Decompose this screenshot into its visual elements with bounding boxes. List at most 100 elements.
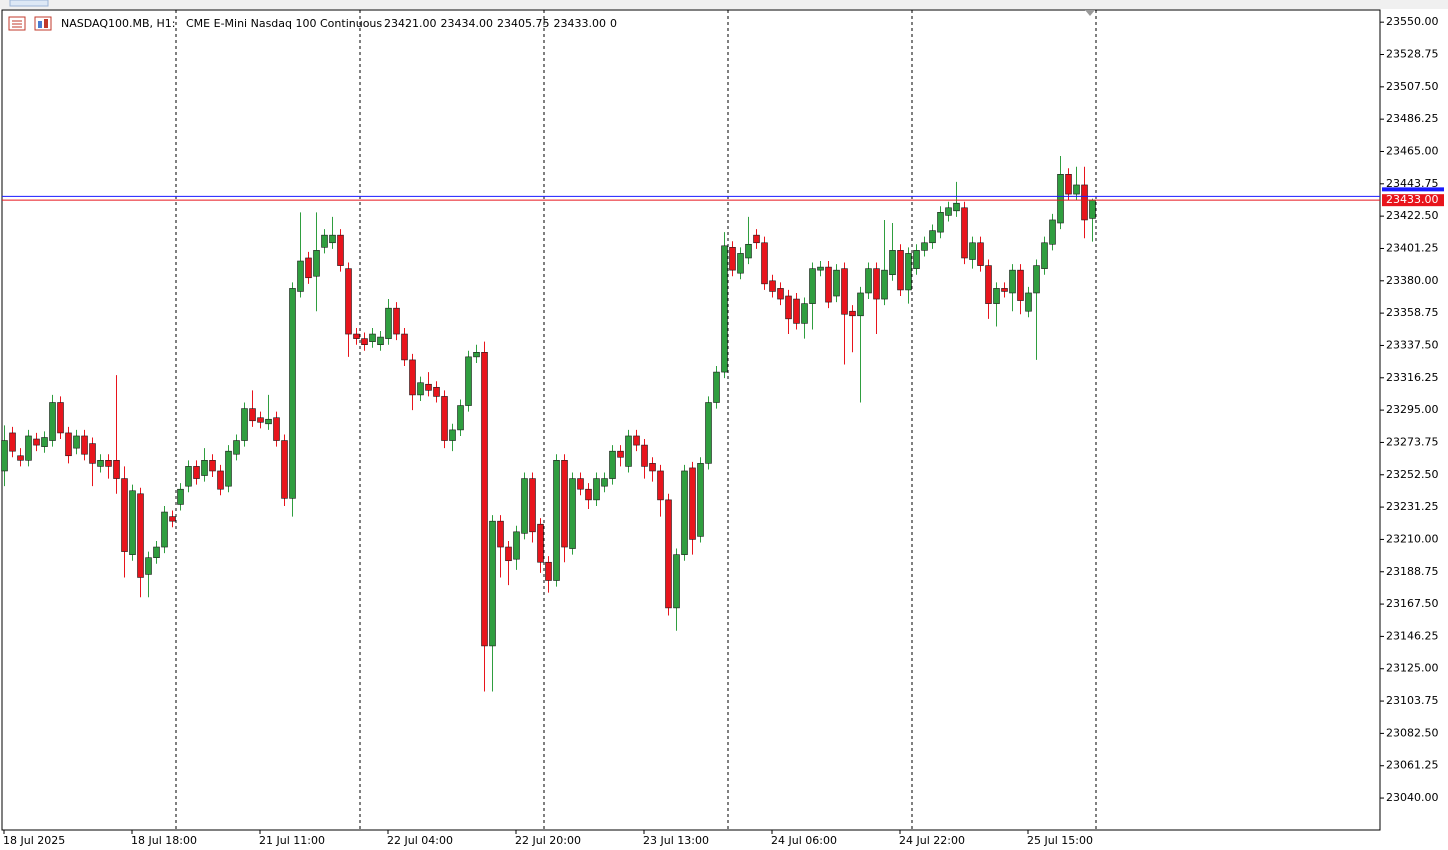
candle-body bbox=[289, 288, 296, 499]
candle-body bbox=[905, 253, 912, 291]
candle-body bbox=[177, 488, 184, 505]
candle-body bbox=[305, 257, 312, 279]
x-tick-label: 24 Jul 06:00 bbox=[771, 834, 837, 847]
candle-body bbox=[633, 435, 640, 446]
candle-body bbox=[241, 408, 248, 441]
candle-body bbox=[873, 268, 880, 300]
candle-body bbox=[129, 490, 136, 555]
candle-body bbox=[297, 260, 304, 292]
x-tick-label: 23 Jul 13:00 bbox=[643, 834, 709, 847]
y-tick-label: 23231.25 bbox=[1386, 500, 1439, 513]
candle-body bbox=[985, 265, 992, 304]
candle-body bbox=[457, 405, 464, 431]
candle-body bbox=[385, 307, 392, 339]
candle-body bbox=[889, 250, 896, 276]
candle-body bbox=[193, 466, 200, 479]
candle-body bbox=[465, 356, 472, 406]
candle-body bbox=[897, 250, 904, 291]
toolbar-tab[interactable] bbox=[9, 0, 49, 7]
candle-body bbox=[713, 371, 720, 403]
candle-body bbox=[513, 531, 520, 560]
candle-body bbox=[417, 382, 424, 396]
candle-body bbox=[721, 245, 728, 373]
candle-body bbox=[137, 493, 144, 578]
y-tick-label: 23507.50 bbox=[1386, 80, 1439, 93]
candle-body bbox=[753, 234, 760, 244]
toolbar-strip bbox=[0, 0, 1448, 9]
y-tick-label: 23443.75 bbox=[1386, 177, 1439, 190]
candle-body bbox=[49, 402, 56, 441]
shift-marker[interactable] bbox=[1085, 10, 1095, 16]
candle-body bbox=[849, 310, 856, 317]
candle-body bbox=[577, 478, 584, 490]
candle-body bbox=[145, 557, 152, 575]
y-tick-label: 23528.75 bbox=[1386, 47, 1439, 60]
icon-bar bbox=[38, 21, 42, 28]
x-tick-label: 21 Jul 11:00 bbox=[259, 834, 325, 847]
y-tick-label: 23358.75 bbox=[1386, 306, 1439, 319]
candle-body bbox=[105, 460, 112, 467]
y-tick-label: 23316.25 bbox=[1386, 371, 1439, 384]
candle-body bbox=[225, 450, 232, 487]
icon-chart[interactable] bbox=[34, 16, 52, 31]
candle-body bbox=[361, 338, 368, 345]
y-tick-label: 23295.00 bbox=[1386, 403, 1439, 416]
candle-body bbox=[505, 546, 512, 562]
x-tick-label: 24 Jul 22:00 bbox=[899, 834, 965, 847]
y-tick-label: 23125.00 bbox=[1386, 662, 1439, 675]
candle-body bbox=[865, 268, 872, 294]
candle-body bbox=[921, 242, 928, 251]
candle-body bbox=[441, 396, 448, 441]
x-tick-label: 22 Jul 04:00 bbox=[387, 834, 453, 847]
candle-body bbox=[401, 333, 408, 361]
header-icons bbox=[8, 16, 52, 31]
candle-body bbox=[73, 435, 80, 449]
candle-body bbox=[1033, 265, 1040, 294]
candle-body bbox=[33, 438, 40, 446]
y-tick-label: 23401.25 bbox=[1386, 241, 1439, 254]
candle-body bbox=[697, 463, 704, 537]
y-tick-label: 23103.75 bbox=[1386, 694, 1439, 707]
candle-body bbox=[313, 250, 320, 277]
candle-body bbox=[233, 440, 240, 455]
candle-body bbox=[377, 336, 384, 345]
candle-body bbox=[601, 478, 608, 487]
candle-body bbox=[561, 460, 568, 548]
bid-label: 23433.00 bbox=[1386, 193, 1439, 206]
candle-body bbox=[1089, 199, 1096, 219]
candle-body bbox=[1, 440, 8, 472]
header-value: 23405.75 bbox=[497, 17, 550, 30]
candle-body bbox=[609, 450, 616, 479]
candle-body bbox=[737, 253, 744, 274]
candle-body bbox=[625, 435, 632, 467]
candle-body bbox=[473, 352, 480, 358]
candle-body bbox=[185, 466, 192, 487]
header-value: 23421.00 bbox=[384, 17, 437, 30]
y-tick-label: 23210.00 bbox=[1386, 532, 1439, 545]
candle-body bbox=[569, 478, 576, 549]
x-tick-label: 18 Jul 18:00 bbox=[131, 834, 197, 847]
y-tick-label: 23082.50 bbox=[1386, 726, 1439, 739]
candle-body bbox=[273, 417, 280, 441]
candle-body bbox=[665, 499, 672, 609]
candle-body bbox=[81, 435, 88, 455]
candle-body bbox=[97, 460, 104, 467]
candle-body bbox=[1065, 174, 1072, 195]
y-tick-label: 23188.75 bbox=[1386, 565, 1439, 578]
plot-frame bbox=[1, 9, 1381, 831]
candle-body bbox=[793, 298, 800, 324]
candle-body bbox=[257, 417, 264, 423]
candle-body bbox=[161, 511, 168, 548]
candle-body bbox=[409, 359, 416, 396]
description: CME E-Mini Nasdaq 100 Continuous bbox=[186, 17, 382, 30]
x-tick-label: 18 Jul 2025 bbox=[3, 834, 65, 847]
candle-body bbox=[681, 470, 688, 555]
header-value: 23434.00 bbox=[441, 17, 494, 30]
candle-body bbox=[785, 295, 792, 320]
candle-body bbox=[521, 478, 528, 534]
candle-body bbox=[929, 230, 936, 244]
candle-body bbox=[585, 488, 592, 501]
candle-body bbox=[433, 386, 440, 397]
